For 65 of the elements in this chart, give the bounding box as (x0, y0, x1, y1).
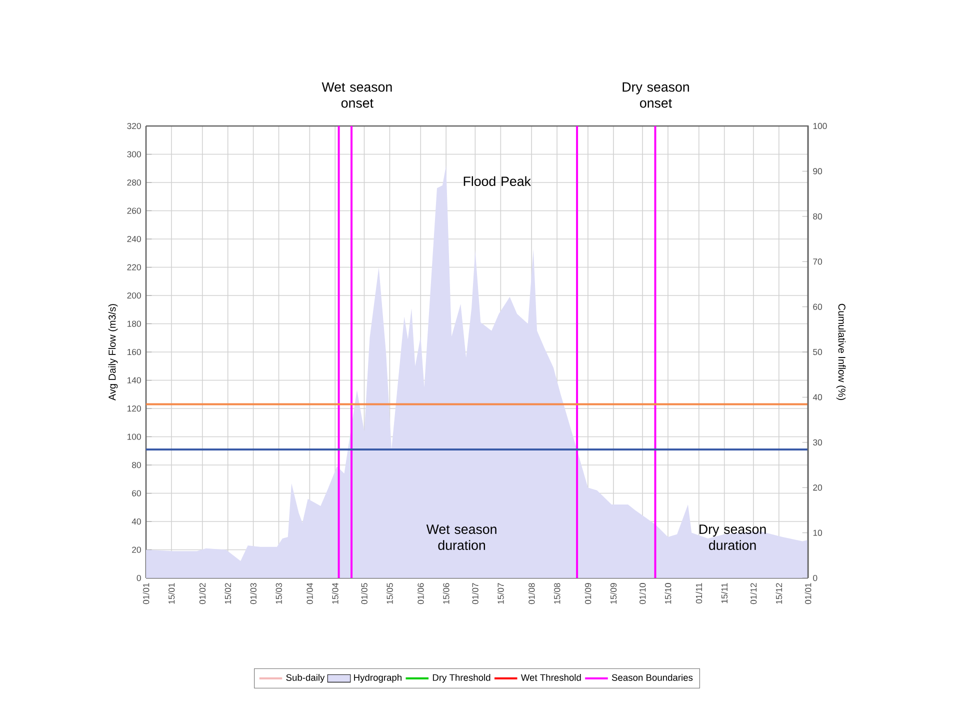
legend-label: Season Boundaries (612, 674, 693, 681)
x-tick-label: 01/05 (361, 583, 368, 604)
y2-tick-label: 10 (813, 530, 822, 536)
y-tick-label: 260 (127, 208, 141, 214)
x-tick-label: 01/11 (696, 583, 702, 604)
x-tick-label: 01/01 (142, 583, 150, 604)
y-tick-label: 0 (136, 574, 141, 582)
x-tick-label: 01/04 (306, 582, 313, 604)
x-tick-label: 15/06 (442, 583, 450, 604)
x-tick-label: 15/04 (332, 582, 338, 604)
y-axis-title: Avg Daily Flow (m3/s) (108, 304, 118, 401)
legend-label: Wet Threshold (520, 674, 581, 681)
x-tick-label: 15/03 (276, 583, 282, 604)
x-tick-label: 15/11 (721, 583, 728, 604)
y-tick-label: 80 (132, 462, 141, 468)
y2-tick-label: 70 (813, 258, 822, 265)
y2-tick-label: 20 (813, 484, 822, 491)
y-tick-label: 140 (128, 377, 141, 384)
y-tick-label: 280 (127, 179, 141, 186)
x-tick-label: 15/09 (610, 583, 617, 604)
legend-label: Dry Threshold (432, 674, 490, 683)
x-tick-label: 15/05 (386, 583, 393, 604)
y2-axis-title: Cumulative Inflow (%) (836, 304, 846, 400)
y-tick-label: 20 (132, 546, 141, 553)
y2-tick-label: 100 (813, 122, 827, 130)
x-tick-label: 01/01 (804, 583, 812, 604)
x-tick-label: 15/02 (224, 583, 232, 604)
y-tick-label: 300 (127, 151, 141, 158)
y-tick-label: 160 (128, 348, 141, 356)
x-tick-label: 01/08 (528, 583, 535, 604)
x-tick-label: 15/10 (664, 583, 672, 604)
annotation: Wet season duration (426, 524, 496, 550)
x-tick-label: 01/10 (639, 583, 646, 604)
y2-tick-label: 0 (813, 574, 818, 582)
x-tick-label: 01/06 (417, 583, 424, 604)
y2-tick-label: 30 (813, 439, 822, 446)
y-tick-label: 180 (128, 320, 141, 327)
y2-tick-label: 90 (813, 168, 822, 174)
x-tick-label: 01/07 (472, 583, 478, 604)
y-tick-label: 220 (127, 264, 141, 270)
x-tick-label: 01/12 (750, 583, 757, 604)
y2-tick-label: 60 (813, 304, 822, 310)
y-tick-label: 100 (128, 434, 141, 440)
text: Wet season onset (322, 82, 392, 108)
x-tick-label: 15/07 (497, 583, 504, 604)
x-tick-label: 01/09 (584, 583, 592, 604)
y2-tick-label: 40 (812, 394, 822, 400)
legend-label: Hydrograph (354, 674, 402, 683)
annotation: Flood Peak (464, 176, 531, 186)
y-tick-label: 320 (127, 122, 141, 130)
x-tick-label: 15/12 (776, 583, 782, 604)
y-tick-label: 240 (127, 236, 141, 242)
y2-tick-label: 80 (813, 213, 822, 220)
y-tick-label: 200 (127, 292, 141, 299)
x-tick-label: 01/02 (199, 583, 206, 604)
y-tick-label: 60 (132, 490, 141, 496)
x-tick-label: 15/08 (554, 583, 560, 604)
y-tick-label: 40 (132, 518, 141, 525)
text: Dry season onset (622, 82, 689, 108)
legend-label: Sub-daily (286, 674, 325, 683)
y2-tick-label: 50 (813, 348, 822, 356)
x-tick-label: 15/01 (168, 583, 175, 604)
x-tick-label: 01/03 (250, 583, 256, 604)
y-tick-label: 120 (128, 405, 141, 412)
annotation: Dry season duration (700, 524, 766, 550)
